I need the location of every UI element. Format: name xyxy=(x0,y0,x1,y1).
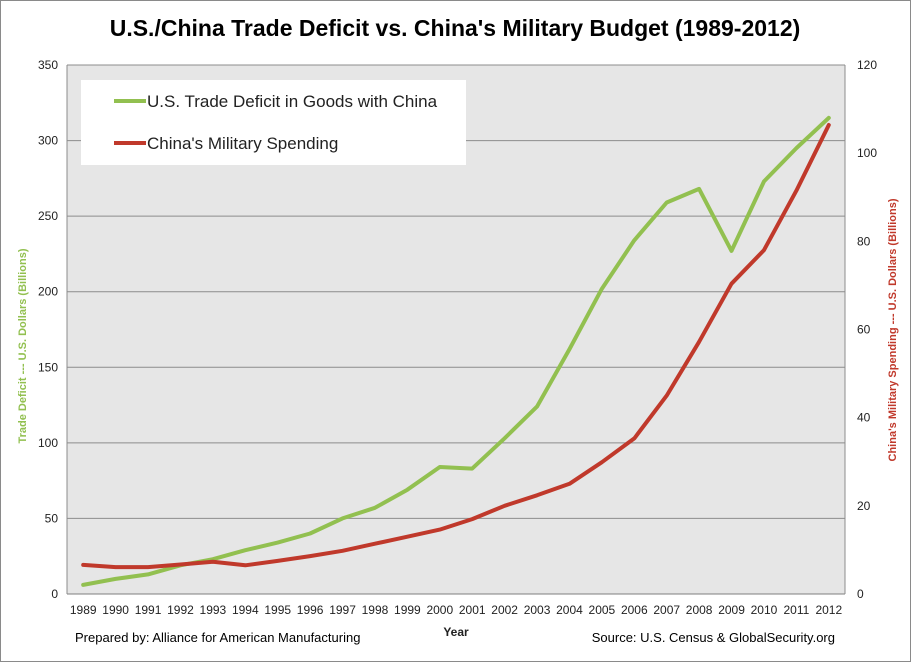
left-tick-label: 0 xyxy=(51,587,58,601)
chart-title: U.S./China Trade Deficit vs. China's Mil… xyxy=(110,15,801,41)
prepared-by-note: Prepared by: Alliance for American Manuf… xyxy=(75,630,360,645)
left-tick-label: 200 xyxy=(38,285,58,299)
x-tick-label: 2010 xyxy=(751,603,778,617)
right-tick-label: 100 xyxy=(857,146,877,160)
left-tick-label: 50 xyxy=(45,511,59,525)
legend-label-trade-deficit: U.S. Trade Deficit in Goods with China xyxy=(147,92,438,111)
right-tick-label: 40 xyxy=(857,411,871,425)
x-tick-label: 1994 xyxy=(232,603,259,617)
x-tick-label: 2012 xyxy=(815,603,842,617)
x-tick-label: 1991 xyxy=(135,603,162,617)
left-tick-label: 250 xyxy=(38,209,58,223)
x-tick-label: 2007 xyxy=(653,603,680,617)
x-tick-label: 2006 xyxy=(621,603,648,617)
x-tick-label: 2004 xyxy=(556,603,583,617)
legend-label-military-spending: China's Military Spending xyxy=(147,134,338,153)
series-lines xyxy=(81,115,831,587)
right-axis-ticks: 0 20 40 60 80 100 120 xyxy=(857,58,877,601)
legend: U.S. Trade Deficit in Goods with China C… xyxy=(81,80,466,165)
right-tick-label: 20 xyxy=(857,499,871,513)
right-tick-label: 120 xyxy=(857,58,877,72)
military-spending-line xyxy=(81,123,831,570)
left-tick-label: 350 xyxy=(38,58,58,72)
x-tick-label: 2000 xyxy=(426,603,453,617)
x-tick-label: 1998 xyxy=(362,603,389,617)
x-tick-label: 1999 xyxy=(394,603,421,617)
x-tick-label: 1990 xyxy=(102,603,129,617)
x-tick-label: 1996 xyxy=(297,603,324,617)
left-axis-ticks: 0 50 100 150 200 250 300 350 xyxy=(38,58,58,601)
right-tick-label: 80 xyxy=(857,234,871,248)
x-tick-label: 2008 xyxy=(686,603,713,617)
left-tick-label: 300 xyxy=(38,134,58,148)
x-tick-label: 1995 xyxy=(264,603,291,617)
x-tick-label: 1992 xyxy=(167,603,194,617)
right-tick-label: 0 xyxy=(857,587,864,601)
x-tick-label: 1989 xyxy=(70,603,97,617)
left-axis-label: Trade Deficit --- U.S. Dollars (Billions… xyxy=(17,248,29,443)
x-tick-label: 1997 xyxy=(329,603,356,617)
trade-deficit-line xyxy=(81,115,831,587)
right-tick-label: 60 xyxy=(857,323,871,337)
x-tick-label: 2005 xyxy=(589,603,616,617)
x-axis-label: Year xyxy=(443,625,469,639)
x-tick-label: 2009 xyxy=(718,603,745,617)
x-tick-label: 2001 xyxy=(459,603,486,617)
left-tick-label: 100 xyxy=(38,436,58,450)
source-note: Source: U.S. Census & GlobalSecurity.org xyxy=(592,630,835,645)
x-tick-label: 1993 xyxy=(200,603,227,617)
x-axis-ticks: 1989 1990 1991 1992 1993 1994 1995 1996 1997 1998… xyxy=(70,603,843,617)
x-tick-label: 2011 xyxy=(783,603,809,617)
right-axis-label: China's Military Spending --- U.S. Dolla… xyxy=(887,198,899,461)
x-tick-label: 2002 xyxy=(491,603,518,617)
legend-box xyxy=(81,80,466,165)
x-tick-label: 2003 xyxy=(524,603,551,617)
left-tick-label: 150 xyxy=(38,360,58,374)
